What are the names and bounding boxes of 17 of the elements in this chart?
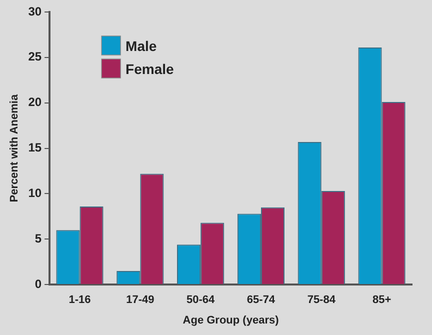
x-axis-title: Age Group (years) bbox=[182, 314, 280, 326]
y-tick-label: 30 bbox=[28, 4, 42, 18]
x-tick-label: 1-16 bbox=[68, 294, 91, 306]
y-tick-label: 10 bbox=[28, 186, 42, 200]
y-tick-label: 5 bbox=[34, 231, 42, 246]
legend-label: Male bbox=[126, 38, 157, 54]
y-tick-label: 20 bbox=[28, 95, 42, 110]
legend-label: Female bbox=[126, 60, 174, 77]
y-tick-label: 0 bbox=[34, 276, 42, 291]
x-tick-label: 65-74 bbox=[246, 294, 276, 306]
x-tick-label: 85+ bbox=[372, 294, 392, 306]
x-tick-label: 75-84 bbox=[307, 294, 336, 306]
y-tick-label: 25 bbox=[28, 50, 42, 64]
x-tick-label: 17-49 bbox=[126, 294, 154, 306]
y-tick-label: 15 bbox=[28, 140, 42, 155]
y-axis-title: Percent with Anemia bbox=[8, 94, 21, 202]
x-tick-label: 50-64 bbox=[186, 294, 216, 306]
